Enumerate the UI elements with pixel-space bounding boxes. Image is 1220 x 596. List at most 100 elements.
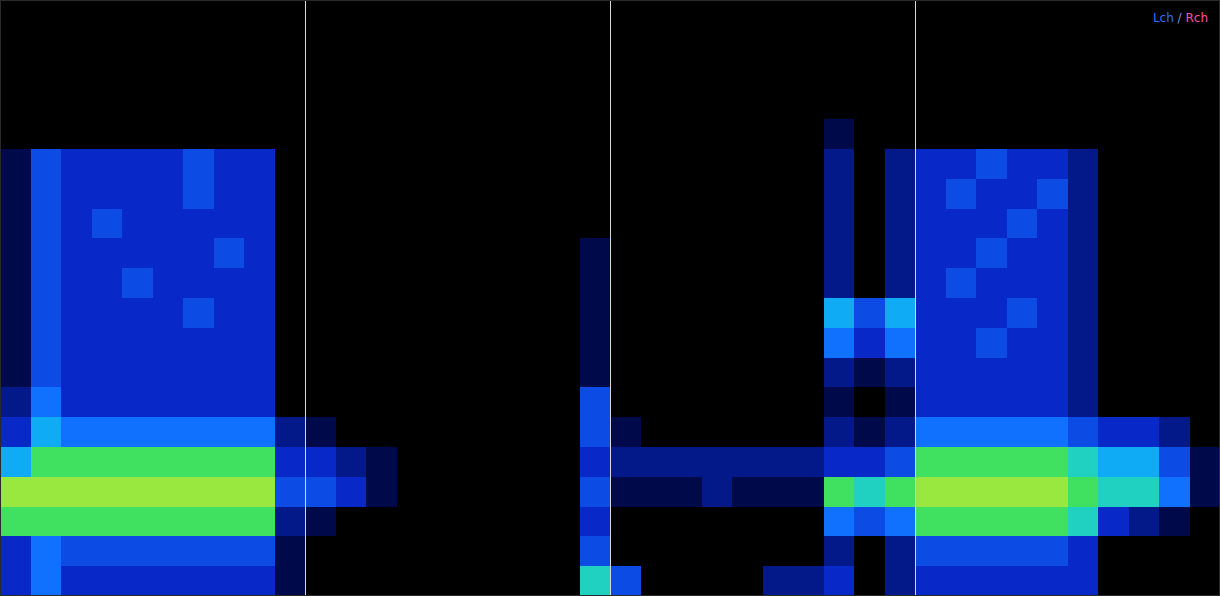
heat-cell — [1098, 507, 1129, 537]
heat-cell — [183, 387, 214, 417]
heat-cell — [915, 30, 946, 60]
heat-cell — [1037, 477, 1068, 507]
heat-cell — [641, 179, 672, 209]
heat-cell — [183, 89, 214, 119]
heat-cell — [1037, 387, 1068, 417]
heat-cell — [336, 119, 367, 149]
heat-cell — [397, 60, 428, 90]
heat-cell — [732, 209, 763, 239]
heat-cell — [793, 30, 824, 60]
heat-cell — [183, 179, 214, 209]
heat-cell — [0, 447, 31, 477]
heat-cell — [61, 238, 92, 268]
heat-cell — [1129, 238, 1160, 268]
heat-cell — [183, 0, 214, 30]
heat-cell — [366, 268, 397, 298]
heat-cell — [976, 119, 1007, 149]
heat-cell — [1007, 328, 1038, 358]
heat-cell — [519, 238, 550, 268]
heat-cell — [824, 119, 855, 149]
chart: Lch / Rch — [0, 0, 1220, 596]
heat-cell — [946, 477, 977, 507]
heat-cell — [976, 0, 1007, 30]
heat-cell — [0, 358, 31, 388]
heat-cell — [885, 477, 916, 507]
heat-cell — [153, 179, 184, 209]
heat-cell — [824, 60, 855, 90]
heat-cell — [31, 89, 62, 119]
heat-cell — [214, 119, 245, 149]
heat-cell — [1007, 60, 1038, 90]
heat-cell — [976, 89, 1007, 119]
heat-cell — [671, 447, 702, 477]
heat-cell — [1129, 209, 1160, 239]
heat-cell — [183, 119, 214, 149]
heat-cell — [641, 507, 672, 537]
heat-cell — [183, 268, 214, 298]
heat-cell — [1129, 477, 1160, 507]
heat-cell — [122, 119, 153, 149]
heat-cell — [1159, 328, 1190, 358]
heat-cell — [336, 60, 367, 90]
heat-cell — [549, 507, 580, 537]
heat-cell — [763, 507, 794, 537]
heat-cell — [488, 60, 519, 90]
heat-cell — [61, 179, 92, 209]
heat-cell — [854, 0, 885, 30]
heat-cell — [1068, 387, 1099, 417]
heat-cell — [580, 298, 611, 328]
heat-cell — [519, 536, 550, 566]
heat-cell — [397, 0, 428, 30]
heat-cell — [1007, 268, 1038, 298]
heat-cell — [671, 209, 702, 239]
heat-cell — [976, 30, 1007, 60]
heat-cell — [1007, 358, 1038, 388]
heat-cell — [519, 30, 550, 60]
heat-cell — [671, 60, 702, 90]
heat-cell — [763, 447, 794, 477]
heat-cell — [122, 447, 153, 477]
heat-cell — [1068, 268, 1099, 298]
heat-cell — [549, 30, 580, 60]
heat-cell — [793, 60, 824, 90]
heat-cell — [1068, 566, 1099, 596]
heat-cell — [122, 60, 153, 90]
heat-cell — [366, 119, 397, 149]
heat-cell — [1190, 566, 1220, 596]
heat-cell — [671, 507, 702, 537]
heat-cell — [915, 0, 946, 30]
heat-cell — [0, 298, 31, 328]
heat-cell — [488, 30, 519, 60]
heat-cell — [824, 536, 855, 566]
heat-cell — [427, 358, 458, 388]
heat-cell — [1190, 60, 1220, 90]
heat-cell — [122, 30, 153, 60]
heat-cell — [976, 179, 1007, 209]
heat-cell — [61, 507, 92, 537]
heat-cell — [519, 447, 550, 477]
heat-cell — [427, 89, 458, 119]
heat-cell — [366, 566, 397, 596]
heat-cell — [244, 149, 275, 179]
heat-cell — [885, 179, 916, 209]
heat-cell — [1068, 328, 1099, 358]
heat-cell — [1190, 507, 1220, 537]
heat-cell — [458, 536, 489, 566]
heat-cell — [1037, 89, 1068, 119]
heat-cell — [1037, 0, 1068, 30]
heat-cell — [580, 507, 611, 537]
heat-cell — [61, 298, 92, 328]
heat-cell — [1098, 447, 1129, 477]
heat-cell — [1037, 507, 1068, 537]
heat-cell — [214, 566, 245, 596]
heat-cell — [1068, 447, 1099, 477]
heat-cell — [1190, 268, 1220, 298]
heat-cell — [153, 507, 184, 537]
heat-cell — [153, 536, 184, 566]
heat-cell — [214, 536, 245, 566]
heat-cell — [305, 507, 336, 537]
heat-cell — [732, 536, 763, 566]
heat-cell — [763, 238, 794, 268]
heat-cell — [976, 328, 1007, 358]
heat-cell — [1098, 268, 1129, 298]
